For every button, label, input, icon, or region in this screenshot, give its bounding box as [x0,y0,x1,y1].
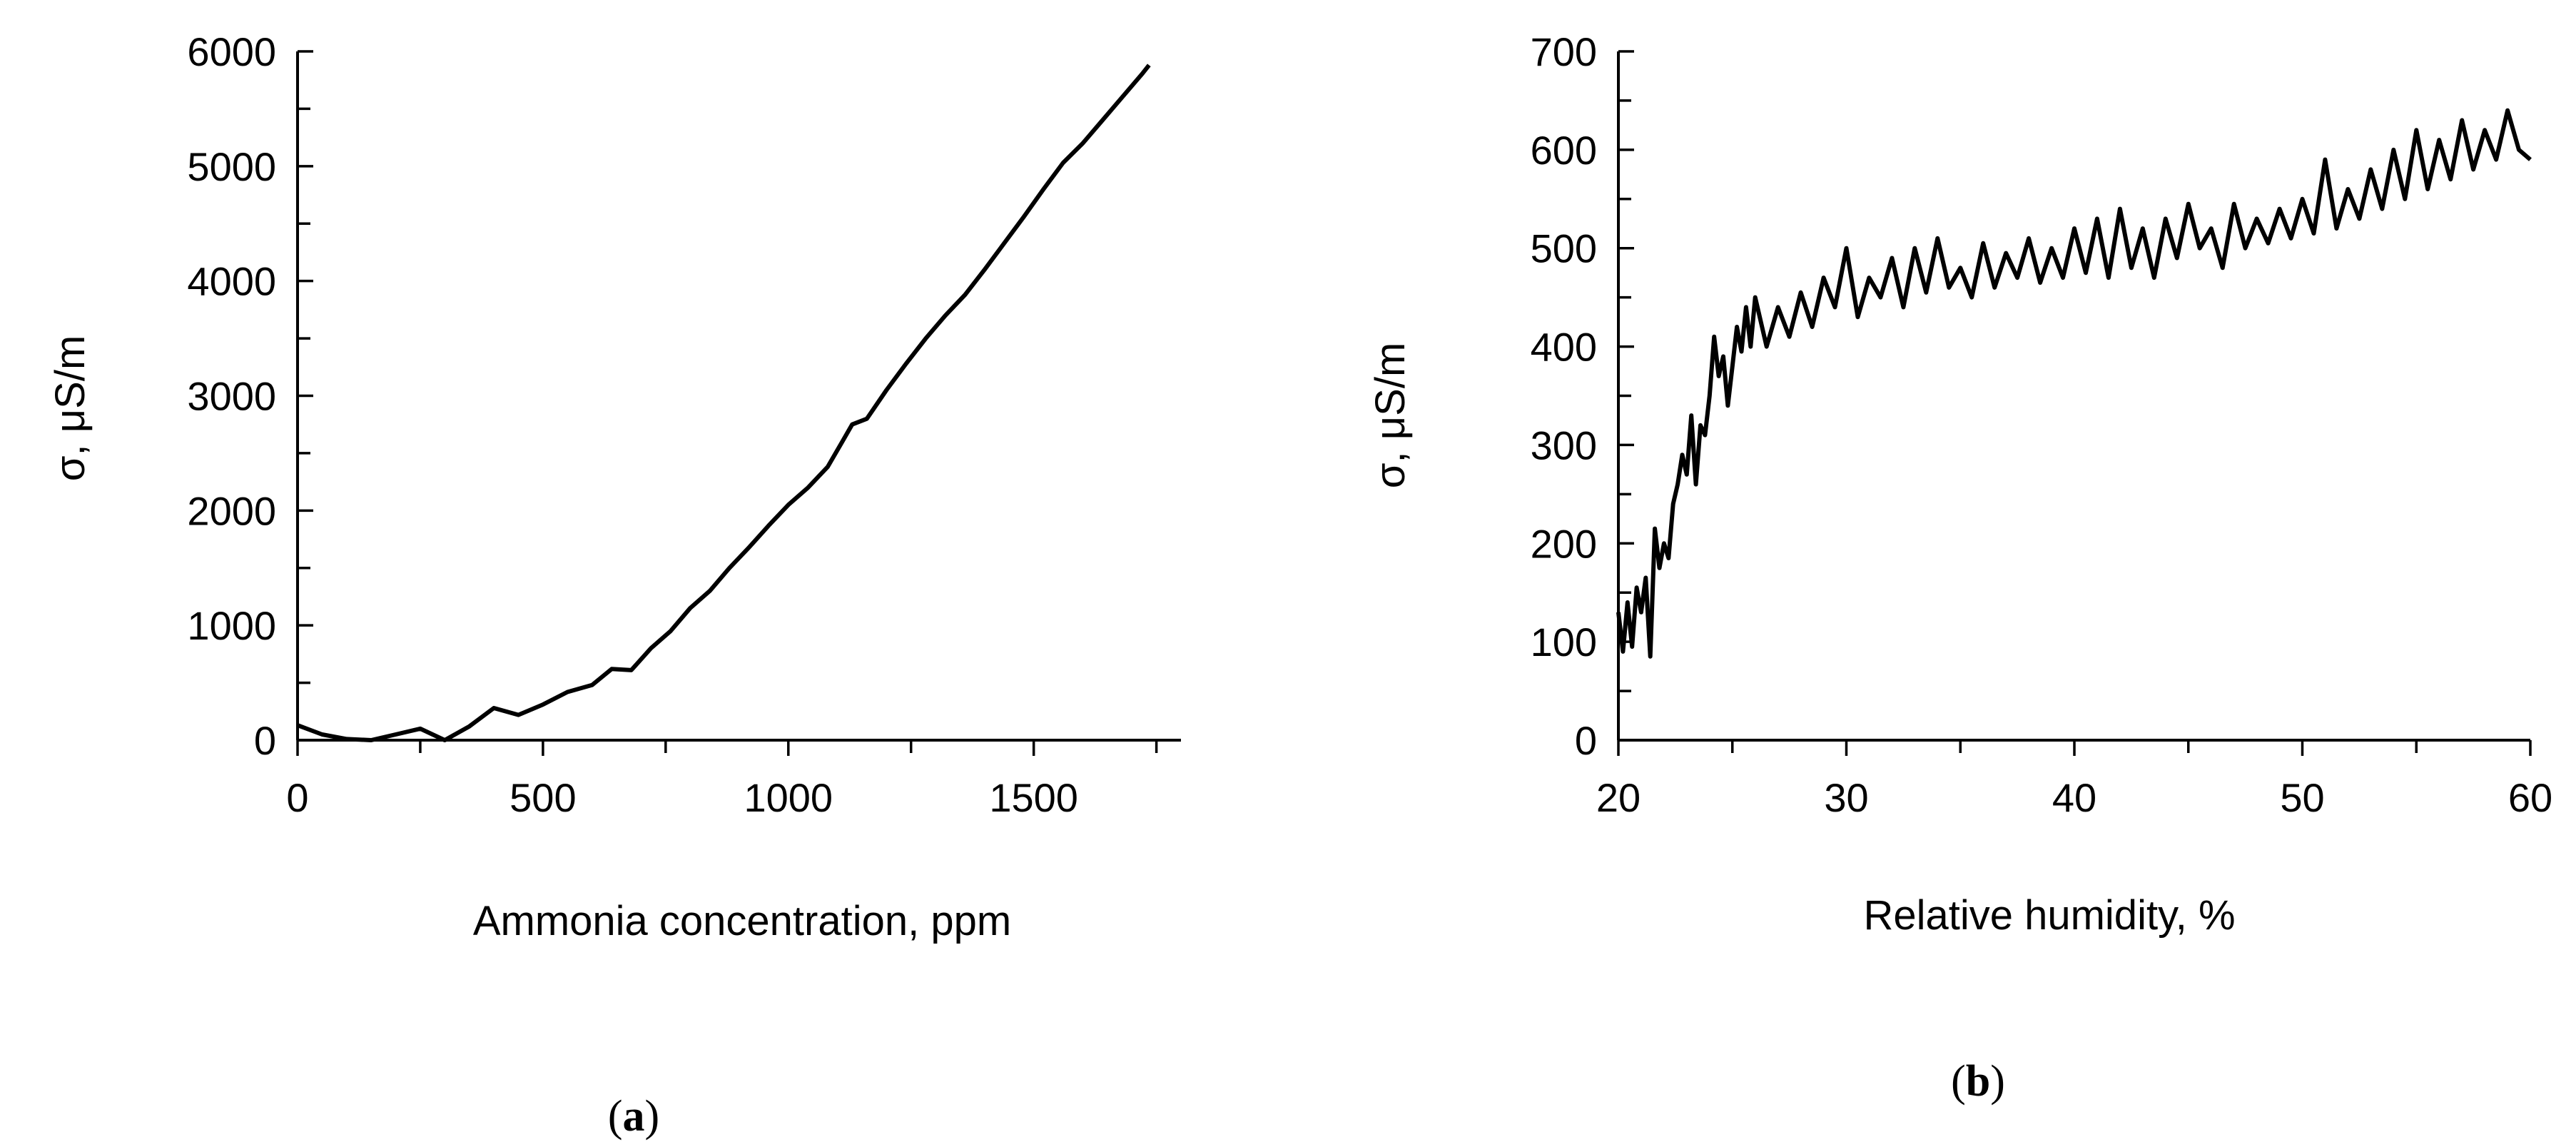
chart-a: σ, μS/m Ammonia concentration, ppm 0 500 1… [47,29,1181,1141]
chart-a-y-tick-label: 3000 [187,374,276,419]
chart-b-x-tick-label: 60 [2508,775,2552,820]
panel-label-b-close: ) [1990,1057,2005,1106]
panel-label-b-open: ( [1951,1057,1966,1106]
panel-label-a: (a) [608,1092,659,1141]
chart-a-y-tick-label: 5000 [187,144,276,189]
panel-label-b: (b) [1951,1057,2005,1106]
panel-label-a-close: ) [645,1092,660,1141]
chart-a-y-tick-label: 4000 [187,259,276,304]
chart-b-y-tick-label: 300 [1531,423,1597,468]
chart-b-y-tick-label: 0 [1575,718,1597,763]
chart-a-y-tick-label: 0 [254,718,276,763]
chart-a-x-tick-label: 1000 [744,775,833,820]
chart-a-series-line [296,64,1151,742]
panel-label-a-letter: a [623,1092,645,1141]
chart-b-y-tick-label: 600 [1531,128,1597,173]
chart-a-y-tick-label: 2000 [187,488,276,533]
chart-a-series [296,64,1151,742]
chart-a-ticks: 0 500 1000 1500 0 1000 2000 3000 4000 5000 6000 [187,29,1158,820]
chart-a-x-tick-label: 500 [509,775,576,820]
chart-a-x-tick-label: 0 [286,775,308,820]
chart-b-x-tick-label: 40 [2052,775,2096,820]
chart-a-xlabel: Ammonia concentration, ppm [473,898,1011,944]
panel-label-b-letter: b [1966,1057,1990,1106]
chart-b-x-tick-label: 30 [1824,775,1868,820]
chart-b-x-tick-label: 50 [2280,775,2324,820]
chart-b-y-tick-label: 200 [1531,521,1597,566]
chart-b-series-line [1616,108,2532,659]
chart-b-y-tick-label: 400 [1531,325,1597,370]
chart-b: σ, μS/m Relative humidity, % 20 30 40 50 600… [1367,29,2552,1106]
chart-a-x-tick-label: 1500 [989,775,1078,820]
panel-label-a-open: ( [608,1092,623,1141]
chart-b-y-tick-label: 700 [1531,29,1597,74]
chart-a-y-tick-label: 6000 [187,29,276,74]
chart-b-ylabel: σ, μS/m [1367,343,1414,489]
chart-a-axes [296,51,1181,742]
chart-a-y-tick-label: 1000 [187,603,276,648]
chart-b-xlabel: Relative humidity, % [1863,892,2235,939]
chart-b-y-tick-label: 100 [1531,620,1597,665]
chart-b-series [1616,108,2532,659]
chart-a-ylabel: σ, μS/m [47,335,93,482]
chart-b-x-tick-label: 20 [1596,775,1641,820]
chart-b-y-tick-label: 500 [1531,226,1597,271]
